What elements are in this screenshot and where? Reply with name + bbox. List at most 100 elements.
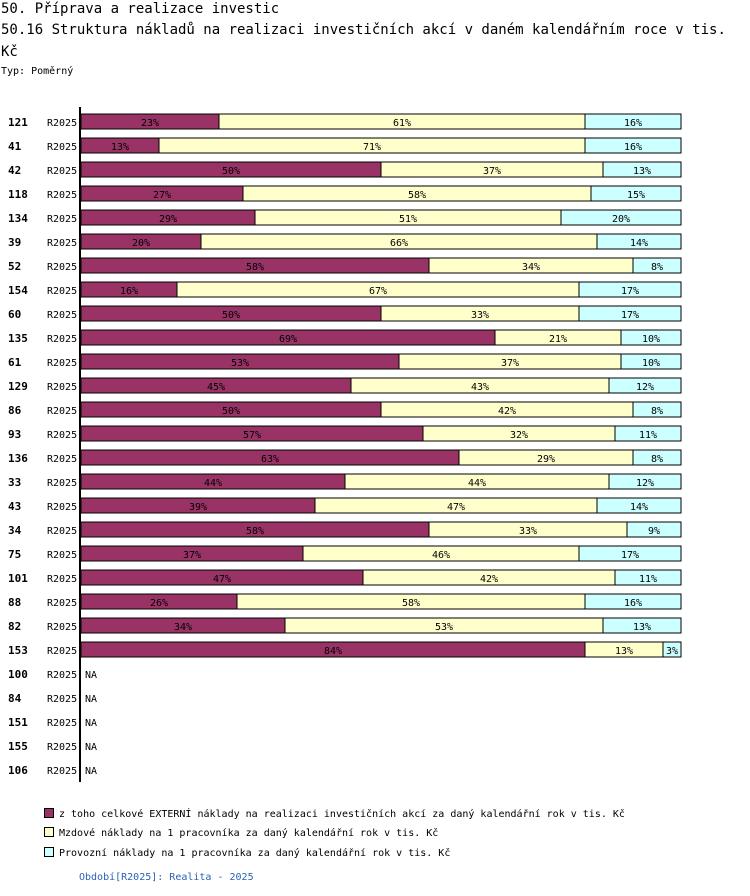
category-label: 75 (8, 548, 21, 561)
bar-data-label: 47% (213, 574, 231, 585)
category-label: 134 (8, 212, 28, 225)
bar-data-label: 42% (498, 406, 516, 417)
bar-data-label: 20% (132, 238, 150, 249)
bar-data-label: 46% (432, 550, 450, 561)
bar-segment (596, 497, 682, 514)
category-label: 136 (8, 452, 28, 465)
bar-data-label: 37% (501, 358, 519, 369)
bar-data-label: 21% (549, 334, 567, 345)
period-label: R2025 (47, 478, 77, 489)
period-label: R2025 (47, 166, 77, 177)
category-label: 34 (8, 524, 22, 537)
category-label: 101 (8, 572, 28, 585)
period-label: R2025 (47, 286, 77, 297)
bar-data-label: 8% (651, 406, 663, 417)
bar-data-label: 47% (447, 502, 465, 513)
bar-segment (620, 329, 682, 346)
bar-data-label: 33% (471, 310, 489, 321)
category-label: 121 (8, 116, 28, 129)
bar-data-label: 14% (630, 502, 648, 513)
category-label: 84 (8, 692, 22, 705)
period-label: R2025 (47, 430, 77, 441)
period-label: R2025 (47, 622, 77, 633)
bar-data-label: 53% (435, 622, 453, 633)
bar-segment (602, 617, 682, 634)
stacked-bar-chart: 121 R2025 23% 61% 16% 41 R2025 13% 71% 16% 42 R2025… (8, 107, 682, 782)
bar-segment (578, 281, 682, 298)
period-label: R2025 (47, 670, 77, 681)
category-label: 42 (8, 164, 21, 177)
period-label: R2025 (47, 694, 77, 705)
bar-data-label: 32% (510, 430, 528, 441)
bar-segment (662, 641, 682, 658)
bar-segment (584, 593, 682, 610)
category-label: 118 (8, 188, 28, 201)
bar-data-label: 45% (207, 382, 225, 393)
bar-data-label: 51% (399, 214, 417, 225)
bar-segment (602, 161, 682, 178)
bar-data-label: 84% (324, 646, 342, 657)
period-label: R2025 (47, 190, 77, 201)
bar-data-label: 66% (390, 238, 408, 249)
bar-data-label: 57% (243, 430, 261, 441)
period-footer: Období[R2025]: Realita - 2025 (79, 872, 254, 883)
bar-data-label: 14% (630, 238, 648, 249)
bar-data-label: 39% (189, 502, 207, 513)
bar-data-label: 13% (633, 166, 651, 177)
na-label: NA (85, 694, 97, 705)
category-label: 155 (8, 740, 28, 753)
period-label: R2025 (47, 742, 77, 753)
bar-data-label: 17% (621, 286, 639, 297)
period-label: R2025 (47, 382, 77, 393)
bar-segment (632, 449, 682, 466)
bar-data-label: 37% (483, 166, 501, 177)
legend-entry: Provozní náklady na 1 pracovníka za daný… (44, 847, 450, 859)
bar-data-label: 16% (624, 598, 642, 609)
bar-segment (596, 233, 682, 250)
bar-data-label: 16% (624, 142, 642, 153)
bar-segment (560, 209, 682, 226)
period-label: R2025 (47, 646, 77, 657)
bar-data-label: 15% (627, 190, 645, 201)
bar-segment (608, 473, 682, 490)
period-label: R2025 (47, 766, 77, 777)
bar-data-label: 58% (402, 598, 420, 609)
bar-data-label: 58% (246, 262, 264, 273)
category-label: 60 (8, 308, 21, 321)
category-label: 153 (8, 644, 28, 657)
category-label: 154 (8, 284, 28, 297)
bar-segment (578, 305, 682, 322)
bar-data-label: 27% (153, 190, 171, 201)
bar-segment (626, 521, 682, 538)
na-label: NA (85, 742, 97, 753)
bar-segment (620, 353, 682, 370)
bar-data-label: 50% (222, 166, 240, 177)
bar-data-label: 44% (204, 478, 222, 489)
period-label: R2025 (47, 598, 77, 609)
na-label: NA (85, 670, 97, 681)
legend-entry: Mzdové náklady na 1 pracovníka za daný k… (44, 827, 438, 839)
bar-data-label: 20% (612, 214, 630, 225)
period-label: R2025 (47, 142, 77, 153)
bar-data-label: 11% (639, 430, 657, 441)
bar-data-label: 37% (183, 550, 201, 561)
bar-data-label: 10% (642, 358, 660, 369)
bar-segment (584, 137, 682, 154)
bar-data-label: 58% (246, 526, 264, 537)
legend-swatch (44, 808, 54, 818)
bar-data-label: 34% (522, 262, 540, 273)
bar-data-label: 67% (369, 286, 387, 297)
category-label: 82 (8, 620, 21, 633)
period-label: R2025 (47, 718, 77, 729)
bar-data-label: 8% (651, 454, 663, 465)
bar-data-label: 50% (222, 310, 240, 321)
na-label: NA (85, 718, 97, 729)
period-label: R2025 (47, 550, 77, 561)
legend-label: Mzdové náklady na 1 pracovníka za daný k… (59, 828, 439, 839)
bar-data-label: 16% (624, 118, 642, 129)
bar-data-label: 23% (141, 118, 159, 129)
legend-label: z toho celkové EXTERNÍ náklady na realiz… (59, 809, 625, 820)
legend-swatch (44, 847, 54, 857)
period-label: R2025 (47, 574, 77, 585)
category-label: 106 (8, 764, 28, 777)
